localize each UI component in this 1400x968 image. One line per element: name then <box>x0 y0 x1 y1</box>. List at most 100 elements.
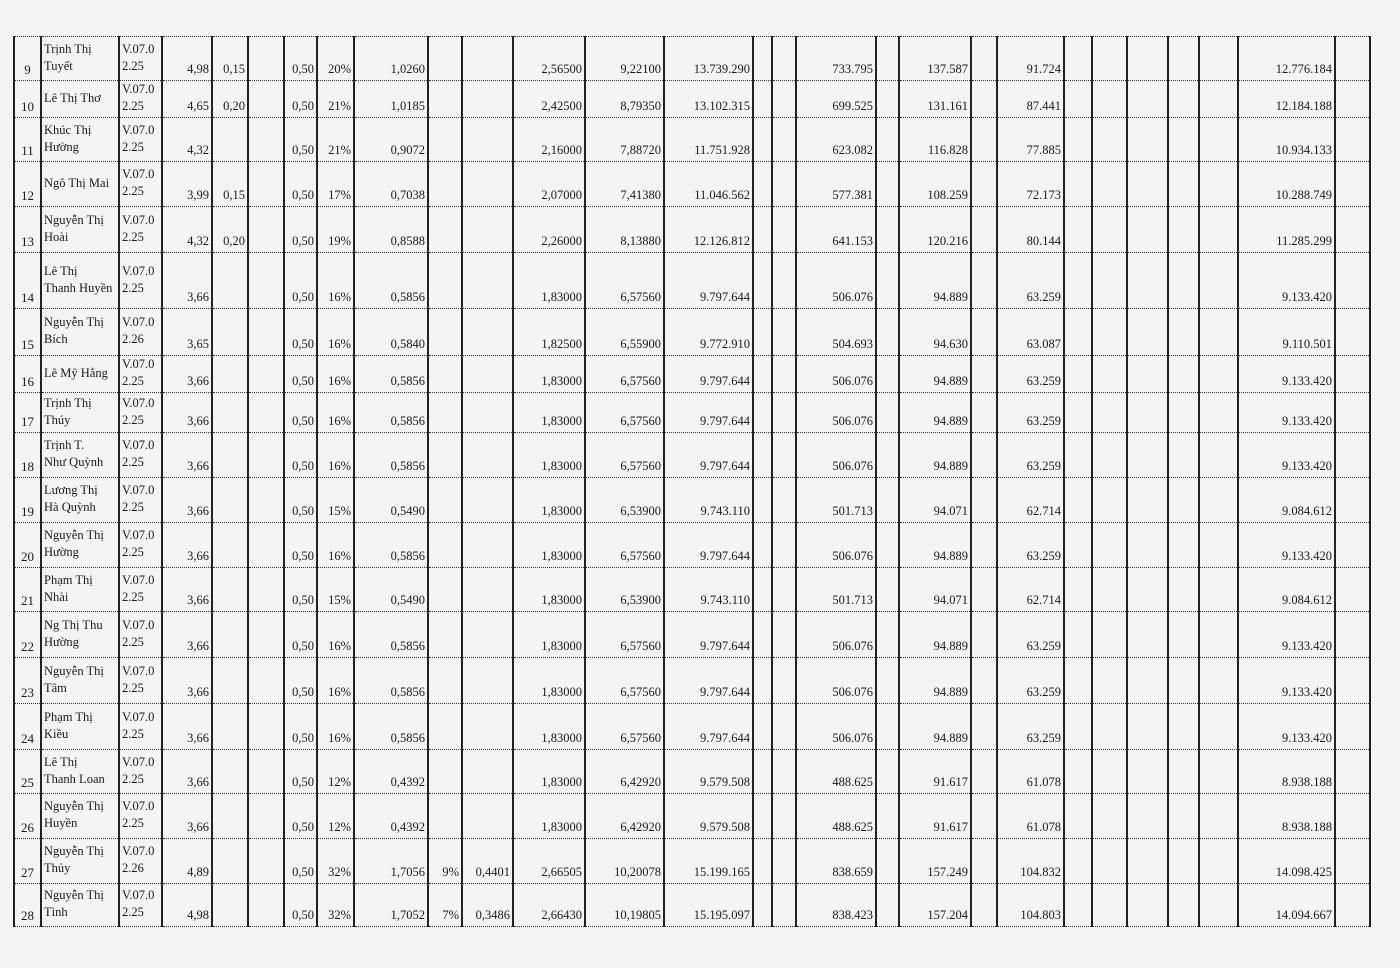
blank-column-cell <box>970 206 998 253</box>
total-allowance-coefficient-cell: 1,83000 <box>512 703 586 750</box>
blank-column-cell <box>1167 432 1200 478</box>
row-number-cell: 24 <box>13 703 42 750</box>
total-allowance-coefficient-cell: 2,56500 <box>512 36 586 81</box>
net-amount-cell: 9.110.501 <box>1237 308 1336 356</box>
salary-coefficient-cell: 3,66 <box>161 657 213 704</box>
social-insurance-cell: 506.076 <box>795 611 877 658</box>
blank-column-cell <box>1063 252 1093 309</box>
unemployment-insurance-cell: 91.724 <box>996 36 1065 81</box>
blank-column-cell <box>752 392 773 433</box>
blank-column-cell <box>875 522 900 568</box>
seniority-coefficient-cell: 0,5856 <box>353 355 429 393</box>
blank-column-cell <box>875 392 900 433</box>
gross-amount-cell: 9.797.644 <box>663 611 754 658</box>
blank-column-cell <box>1063 355 1093 393</box>
health-insurance-cell: 94.071 <box>898 567 972 612</box>
net-amount-cell: 9.133.420 <box>1237 611 1336 658</box>
blank-column-cell <box>970 838 998 884</box>
extra-percent-cell <box>427 252 463 309</box>
seniority-coefficient-cell: 0,5490 <box>353 477 429 523</box>
blank-column-cell <box>247 883 285 927</box>
blank-column-cell <box>1198 657 1239 704</box>
blank-column-cell <box>1198 477 1239 523</box>
salary-coefficient-cell: 3,99 <box>161 161 213 207</box>
blank-column-cell <box>970 567 998 612</box>
employee-name-cell: Khúc Thị Hường <box>40 117 120 162</box>
blank-column-cell <box>752 36 773 81</box>
seniority-percent-cell: 12% <box>316 793 355 839</box>
table-row: 9 Trịnh Thị Tuyết V.07.0 2.25 4,98 0,15 0,50 2… <box>13 36 1371 81</box>
blank-column-cell <box>1126 611 1169 658</box>
unemployment-insurance-cell: 63.259 <box>996 432 1065 478</box>
blank-column-cell <box>1063 793 1093 839</box>
responsibility-allowance-cell: 0,50 <box>283 432 318 478</box>
blank-column-cell <box>1126 161 1169 207</box>
total-coefficient-cell: 6,53900 <box>584 477 665 523</box>
total-coefficient-cell: 6,42920 <box>584 793 665 839</box>
blank-column-cell <box>752 611 773 658</box>
blank-column-cell <box>247 522 285 568</box>
grade-code-cell: V.07.0 2.25 <box>118 252 163 309</box>
employee-name-cell: Lê Mỹ Hằng <box>40 355 120 393</box>
salary-coefficient-cell: 4,32 <box>161 206 213 253</box>
salary-coefficient-cell: 3,66 <box>161 252 213 309</box>
blank-column-cell <box>970 117 998 162</box>
blank-column-cell <box>1334 657 1371 704</box>
blank-column-cell <box>1091 252 1128 309</box>
table-row: 18 Trịnh T. Như Quỳnh V.07.0 2.25 3,66 0,50 1… <box>13 432 1371 478</box>
employee-name-cell: Phạm Thị Kiều <box>40 703 120 750</box>
blank-column-cell <box>1063 657 1093 704</box>
row-number-cell: 14 <box>13 252 42 309</box>
grade-code-cell: V.07.0 2.25 <box>118 36 163 81</box>
blank-column-cell <box>1167 308 1200 356</box>
blank-column-cell <box>1167 206 1200 253</box>
total-allowance-coefficient-cell: 1,82500 <box>512 308 586 356</box>
row-number-cell: 9 <box>13 36 42 81</box>
position-allowance-cell: 0,15 <box>211 36 249 81</box>
social-insurance-cell: 506.076 <box>795 522 877 568</box>
table-row: 15 Nguyễn Thị Bích V.07.0 2.26 3,65 0,50 16% 0… <box>13 308 1371 356</box>
blank-column-cell <box>1126 80 1169 118</box>
blank-column-cell <box>1091 883 1128 927</box>
health-insurance-cell: 157.249 <box>898 838 972 884</box>
total-allowance-coefficient-cell: 1,83000 <box>512 611 586 658</box>
health-insurance-cell: 94.889 <box>898 355 972 393</box>
social-insurance-cell: 506.076 <box>795 252 877 309</box>
unemployment-insurance-cell: 72.173 <box>996 161 1065 207</box>
blank-column-cell <box>875 883 900 927</box>
grade-code-cell: V.07.0 2.25 <box>118 355 163 393</box>
blank-column-cell <box>752 567 773 612</box>
health-insurance-cell: 157.204 <box>898 883 972 927</box>
extra-percent-cell <box>427 355 463 393</box>
blank-column-cell <box>752 206 773 253</box>
extra-percent-cell <box>427 80 463 118</box>
responsibility-allowance-cell: 0,50 <box>283 392 318 433</box>
seniority-percent-cell: 16% <box>316 392 355 433</box>
blank-column-cell <box>1091 838 1128 884</box>
employee-name-cell: Ng Thị Thu Hường <box>40 611 120 658</box>
blank-column-cell <box>1167 749 1200 794</box>
blank-column-cell <box>875 355 900 393</box>
responsibility-allowance-cell: 0,50 <box>283 522 318 568</box>
social-insurance-cell: 623.082 <box>795 117 877 162</box>
blank-column-cell <box>970 793 998 839</box>
blank-column-cell <box>875 611 900 658</box>
table-row: 10 Lê Thị Thơ V.07.0 2.25 4,65 0,20 0,50 21% 1,… <box>13 80 1371 118</box>
total-allowance-coefficient-cell: 1,83000 <box>512 432 586 478</box>
blank-column-cell <box>1167 522 1200 568</box>
blank-column-cell <box>771 703 797 750</box>
blank-column-cell <box>1198 703 1239 750</box>
net-amount-cell: 10.934.133 <box>1237 117 1336 162</box>
responsibility-allowance-cell: 0,50 <box>283 308 318 356</box>
blank-column-cell <box>1167 793 1200 839</box>
responsibility-allowance-cell: 0,50 <box>283 477 318 523</box>
extra-percent-cell <box>427 522 463 568</box>
blank-column-cell <box>875 838 900 884</box>
seniority-coefficient-cell: 0,5856 <box>353 392 429 433</box>
salary-coefficient-cell: 3,66 <box>161 567 213 612</box>
social-insurance-cell: 506.076 <box>795 657 877 704</box>
salary-coefficient-cell: 3,66 <box>161 611 213 658</box>
blank-column-cell <box>970 355 998 393</box>
unemployment-insurance-cell: 61.078 <box>996 749 1065 794</box>
total-coefficient-cell: 9,22100 <box>584 36 665 81</box>
